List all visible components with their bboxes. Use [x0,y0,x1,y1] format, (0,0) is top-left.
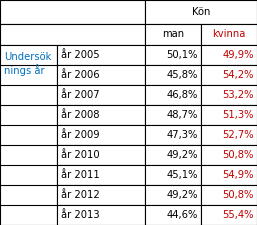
Bar [201,105,257,125]
Text: år 2006: år 2006 [61,70,100,80]
Bar [201,145,257,165]
Bar [145,185,201,205]
Text: 52,7%: 52,7% [222,130,254,140]
Text: kvinna: kvinna [212,29,246,39]
Text: 47,3%: 47,3% [167,130,198,140]
Text: 50,8%: 50,8% [223,190,254,200]
Text: 51,3%: 51,3% [222,110,254,120]
Text: 50,8%: 50,8% [223,150,254,160]
Text: 55,4%: 55,4% [222,210,254,220]
Bar [145,165,201,185]
Bar [57,85,145,105]
Bar [145,125,201,145]
Bar [145,145,201,165]
Text: 45,8%: 45,8% [167,70,198,80]
Bar [57,185,145,205]
Bar [57,105,145,125]
Bar [201,205,257,225]
Text: 50,1%: 50,1% [167,50,198,60]
Bar [201,24,257,45]
Text: Undersök
nings år: Undersök nings år [4,52,51,76]
Bar [0,45,57,225]
Bar [145,205,201,225]
Text: Kön: Kön [192,7,210,17]
Text: 49,2%: 49,2% [167,190,198,200]
Text: 44,6%: 44,6% [167,210,198,220]
Bar [57,145,145,165]
Bar [201,85,257,105]
Text: 45,1%: 45,1% [167,170,198,180]
Text: år 2011: år 2011 [61,170,100,180]
Bar [201,125,257,145]
Bar [0,24,145,45]
Bar [201,165,257,185]
Text: 54,2%: 54,2% [222,70,254,80]
Bar [57,65,145,85]
Text: år 2007: år 2007 [61,90,100,100]
Bar [145,0,257,24]
Text: år 2005: år 2005 [61,50,100,60]
Text: 53,2%: 53,2% [222,90,254,100]
Text: år 2010: år 2010 [61,150,100,160]
Text: 49,2%: 49,2% [167,150,198,160]
Text: år 2009: år 2009 [61,130,100,140]
Bar [201,185,257,205]
Bar [0,0,145,24]
Bar [145,65,201,85]
Bar [145,24,201,45]
Bar [57,165,145,185]
Bar [57,45,145,65]
Text: 49,9%: 49,9% [222,50,254,60]
Text: år 2013: år 2013 [61,210,100,220]
Text: 54,9%: 54,9% [222,170,254,180]
Text: år 2008: år 2008 [61,110,100,120]
Bar [201,65,257,85]
Bar [145,85,201,105]
Text: år 2012: år 2012 [61,190,100,200]
Bar [201,45,257,65]
Text: man: man [162,29,184,39]
Text: 46,8%: 46,8% [167,90,198,100]
Text: 48,7%: 48,7% [167,110,198,120]
Bar [145,45,201,65]
Bar [145,105,201,125]
Bar [57,205,145,225]
Bar [57,125,145,145]
